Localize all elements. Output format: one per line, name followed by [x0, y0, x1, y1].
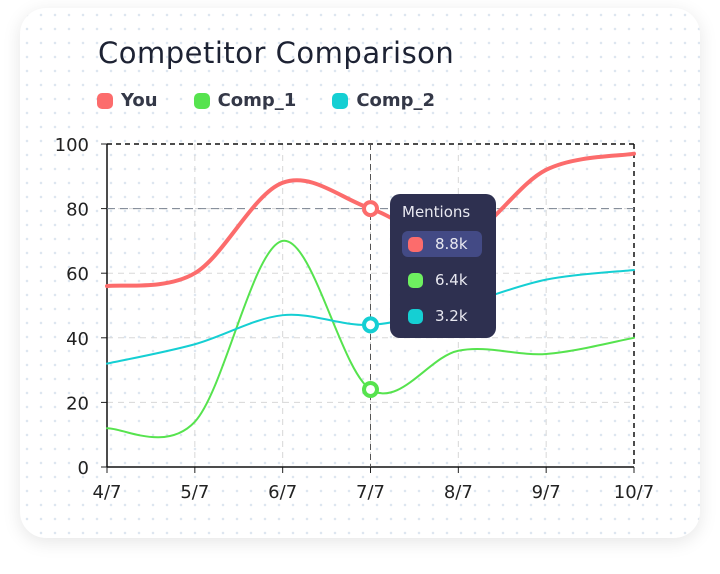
y-tick-label: 40	[66, 329, 89, 350]
y-tick-label: 100	[55, 135, 89, 156]
legend-swatch	[97, 92, 113, 109]
tooltip-value: 8.8k	[435, 235, 468, 253]
y-tick-label: 0	[78, 458, 89, 479]
tooltip-value: 3.2k	[435, 307, 468, 325]
chart-title: Competitor Comparison	[98, 36, 455, 70]
y-tick-label: 80	[66, 200, 89, 221]
tooltip-swatch	[408, 236, 423, 252]
x-tick-label: 5/7	[180, 482, 209, 503]
tooltip-swatch	[408, 272, 423, 288]
tooltip-title: Mentions	[402, 203, 471, 221]
hover-point-you	[362, 200, 379, 218]
hover-point-comp-2	[362, 316, 379, 334]
hover-point-comp-1	[362, 380, 379, 398]
tooltip-swatch	[408, 308, 423, 324]
x-tick-label: 8/7	[444, 482, 473, 503]
legend-item-you[interactable]: You	[97, 90, 158, 111]
legend-swatch	[332, 92, 349, 109]
legend-swatch	[193, 92, 210, 109]
tooltip-row-you: 8.8k	[402, 231, 482, 257]
legend-label: Comp_1	[217, 90, 297, 111]
legend: You Comp_1 Comp_2	[97, 90, 435, 111]
x-tick-label: 10/7	[614, 482, 654, 503]
tooltip: Mentions 8.8k 6.4k 3.2k	[390, 194, 496, 338]
legend-label: You	[121, 90, 158, 111]
tooltip-row-comp-2: 3.2k	[402, 303, 482, 329]
series-line-comp-1	[106, 239, 635, 439]
legend-item-comp-1[interactable]: Comp_1	[193, 90, 297, 111]
y-tick-label: 60	[66, 264, 89, 285]
y-tick-label: 20	[66, 393, 89, 414]
x-tick-label: 6/7	[268, 482, 297, 503]
legend-label: Comp_2	[356, 90, 436, 111]
x-tick-label: 9/7	[532, 482, 561, 503]
tooltip-row-comp-1: 6.4k	[402, 267, 482, 293]
tooltip-value: 6.4k	[435, 271, 468, 289]
x-tick-label: 4/7	[93, 482, 122, 503]
x-tick-label: 7/7	[356, 482, 385, 503]
legend-item-comp-2[interactable]: Comp_2	[332, 90, 435, 111]
